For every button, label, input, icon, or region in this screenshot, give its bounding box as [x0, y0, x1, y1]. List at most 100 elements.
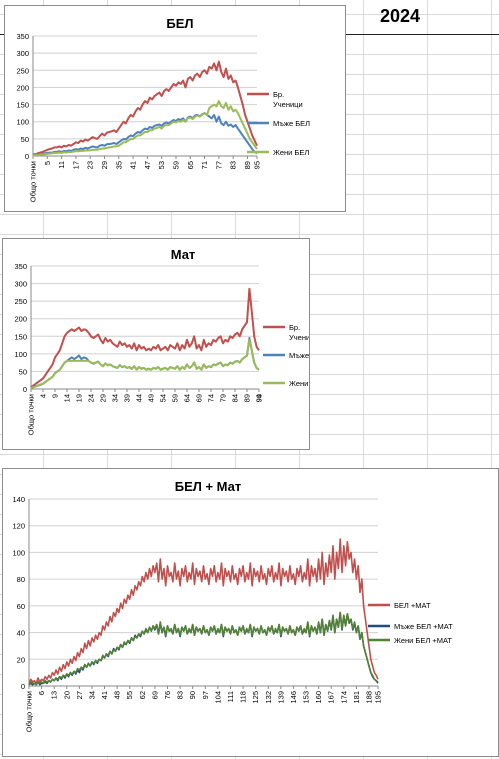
chart-bel-mat[interactable]: БЕЛ + Мат 0 20 40 60 80 100 120 140 Общо точки 6 13…: [2, 468, 499, 757]
y-tick-label: 80: [17, 575, 25, 584]
x-tick-label: Общо точки: [29, 161, 38, 202]
y-tick-label: 50: [19, 367, 27, 376]
x-tick-label: 49: [147, 394, 156, 402]
legend-label: Мъже БЕЛ: [273, 119, 310, 128]
x-tick-label: 24: [87, 394, 96, 402]
x-tick-label: 153: [302, 691, 311, 704]
chart-svg: БЕЛ 0 50 100 150 200 250 300 350 Общо точки 5 11 17 2…: [16, 16, 310, 202]
x-tick-label: 188: [365, 691, 374, 704]
y-tick-label: 140: [12, 495, 25, 504]
x-tick-label: 59: [171, 394, 180, 402]
x-tick-label: 97: [201, 691, 210, 699]
x-tick-label: 104: [213, 691, 222, 704]
x-tick-label: 5: [43, 161, 52, 165]
x-tick-label: 76: [163, 691, 172, 699]
x-tick-label: 6: [37, 691, 46, 695]
chart-svg: БЕЛ + Мат 0 20 40 60 80 100 120 140 Общо точки 6 13…: [12, 479, 453, 732]
y-tick-label: 200: [14, 315, 27, 324]
x-tick-label: 47: [143, 161, 152, 169]
x-tick-label: 9: [51, 394, 60, 398]
y-tick-label: 350: [16, 32, 29, 41]
chart-title: Мат: [171, 247, 196, 262]
x-tick-label: 89: [243, 394, 252, 402]
x-tick-label: 69: [150, 691, 159, 699]
x-tick-label: 118: [239, 691, 248, 703]
x-tick-label: 132: [264, 691, 273, 704]
x-tick-label: 17: [71, 161, 80, 169]
x-tick-label: 71: [200, 161, 209, 169]
x-tick-label: 44: [135, 394, 144, 402]
series-line: [33, 100, 258, 157]
series-line: [30, 287, 260, 389]
chart-bel[interactable]: БЕЛ 0 50 100 150 200 250 300 350 Общо точки 5 11 17 2…: [4, 5, 346, 212]
y-tick-label: 0: [23, 385, 27, 394]
y-tick-label: 40: [17, 629, 25, 638]
x-tick-label: 146: [289, 691, 298, 704]
legend-label: Бр.Ученици: [273, 90, 303, 109]
x-tick-label: 4: [39, 394, 48, 398]
x-tick-label: 95: [253, 161, 262, 169]
x-tick-label: 53: [157, 161, 166, 169]
x-tick-label: 174: [339, 691, 348, 704]
legend-label: Мъже Мат: [289, 351, 309, 360]
x-tick-label: 39: [123, 394, 132, 402]
series-line: [28, 611, 379, 686]
y-tick-label: 100: [12, 548, 25, 557]
legend-label: Бр.Ученици: [289, 323, 309, 342]
x-tick-label: 195: [374, 691, 383, 704]
y-tick-label: 300: [14, 280, 27, 289]
y-tick-label: 250: [16, 66, 29, 75]
x-tick-label: 65: [186, 161, 195, 169]
x-tick-label: 13: [50, 691, 59, 699]
series-line: [28, 538, 379, 685]
x-tick-label: 34: [87, 691, 96, 699]
series-line: [33, 60, 258, 156]
x-tick-label: 14: [63, 394, 72, 402]
x-tick-label: 111: [226, 691, 235, 702]
series-line: [30, 338, 260, 390]
x-tick-label: 99: [255, 394, 264, 402]
y-tick-label: 60: [17, 602, 25, 611]
x-tick-label: 54: [159, 394, 168, 402]
x-tick-label: 181: [352, 691, 361, 704]
chart-mat[interactable]: Мат 0 50 100 150 200 250 300 350 Общо точки 4 9 14 19…: [2, 238, 310, 450]
y-tick-label: 0: [25, 152, 29, 161]
x-tick-label: 27: [75, 691, 84, 699]
y-tick-label: 200: [16, 83, 29, 92]
x-tick-label: 62: [138, 691, 147, 699]
legend-label: Жени Мат: [289, 379, 309, 388]
x-tick-label: 64: [183, 394, 192, 402]
x-tick-label: 35: [114, 161, 123, 169]
y-tick-label: 0: [21, 682, 25, 691]
y-tick-label: 150: [14, 332, 27, 341]
x-tick-label: 19: [75, 394, 84, 402]
x-tick-label: 84: [231, 394, 240, 402]
x-tick-label: 139: [276, 691, 285, 704]
legend-label: Жени БЕЛ +МАТ: [394, 636, 452, 645]
x-tick-label: 55: [125, 691, 134, 699]
y-tick-label: 50: [21, 135, 29, 144]
x-tick-label: 59: [171, 161, 180, 169]
series-line: [33, 112, 258, 156]
y-tick-label: 150: [16, 101, 29, 110]
x-tick-label: 83: [229, 161, 238, 169]
x-tick-label: 90: [188, 691, 197, 699]
y-tick-label: 100: [16, 118, 29, 127]
x-tick-label: 48: [113, 691, 122, 699]
x-tick-label: 94: [255, 394, 264, 402]
x-tick-label: 29: [100, 161, 109, 169]
legend-label: Мъже БЕЛ +МАТ: [394, 622, 453, 631]
x-tick-label: 41: [129, 161, 138, 169]
x-tick-label: 167: [327, 691, 336, 704]
y-tick-label: 20: [17, 655, 25, 664]
x-tick-label: 20: [62, 691, 71, 699]
x-tick-label: 79: [219, 394, 228, 402]
x-tick-label: Общо точки: [27, 394, 36, 435]
y-tick-label: 120: [12, 522, 25, 531]
x-tick-label: 77: [214, 161, 223, 169]
x-tick-label: 41: [100, 691, 109, 699]
x-tick-label: 69: [195, 394, 204, 402]
x-tick-label: 125: [251, 691, 260, 704]
x-tick-label: 83: [176, 691, 185, 699]
